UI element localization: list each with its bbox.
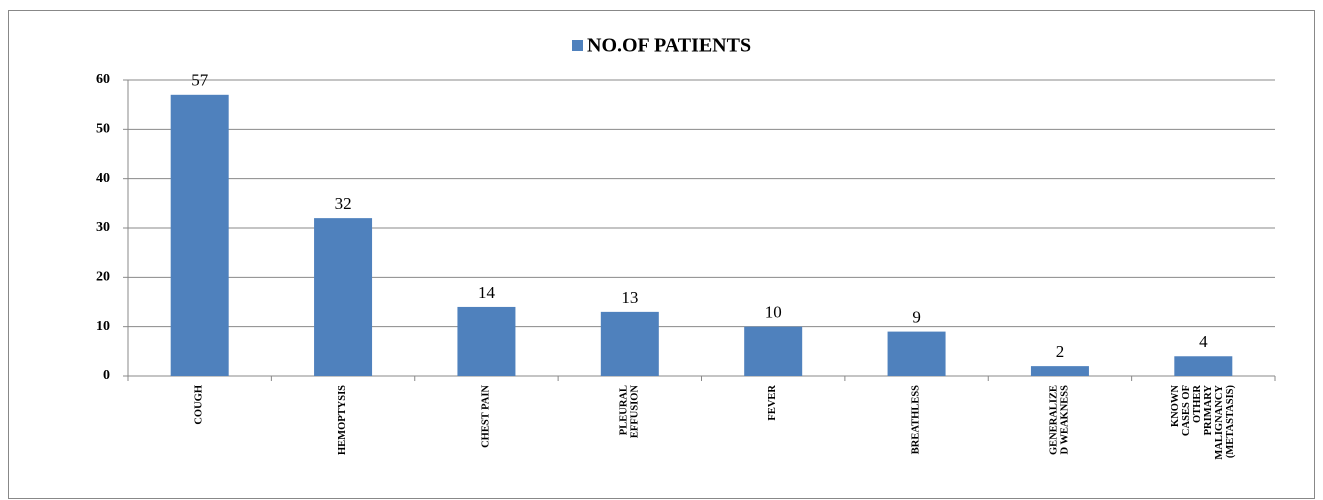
bar xyxy=(744,326,803,376)
bar xyxy=(1174,356,1233,376)
data-label: 4 xyxy=(1199,332,1208,351)
y-tick-label: 10 xyxy=(96,319,110,334)
legend: NO.OF PATIENTS xyxy=(572,35,751,57)
y-tick-label: 30 xyxy=(96,220,110,235)
data-label: 13 xyxy=(621,288,638,307)
data-label: 9 xyxy=(912,308,921,327)
bar xyxy=(1030,366,1089,376)
data-label: 57 xyxy=(191,71,209,90)
bar xyxy=(600,311,659,376)
legend-label: NO.OF PATIENTS xyxy=(587,35,751,57)
x-tick-label: GENERALIZED WEAKNESS xyxy=(1049,385,1071,455)
bar xyxy=(887,331,946,376)
x-tick-label: HEMOPTYSIS xyxy=(337,385,348,455)
y-tick-label: 50 xyxy=(96,122,110,137)
legend-swatch xyxy=(572,40,583,51)
data-label: 10 xyxy=(765,303,782,322)
x-tick-label: FEVER xyxy=(768,385,779,421)
bar xyxy=(314,218,373,376)
bar xyxy=(170,94,229,377)
x-tick-label: COUGH xyxy=(194,385,205,425)
bar xyxy=(457,306,516,376)
x-tick-label: KNOWNCASES OFOTHERPRIMARYMALIGNANCY(META… xyxy=(1170,385,1236,460)
y-tick-label: 40 xyxy=(96,171,110,186)
y-tick-label: 0 xyxy=(103,368,110,383)
y-tick-label: 60 xyxy=(96,72,110,87)
x-tick-label: CHEST PAIN xyxy=(481,385,492,448)
y-tick-label: 20 xyxy=(96,270,110,285)
data-label: 2 xyxy=(1056,342,1065,361)
x-tick-label: PLEURALEFFUSION xyxy=(619,385,641,439)
x-tick-label: BREATHLESS xyxy=(911,385,922,454)
data-label: 32 xyxy=(335,194,352,213)
data-label: 14 xyxy=(478,283,496,302)
